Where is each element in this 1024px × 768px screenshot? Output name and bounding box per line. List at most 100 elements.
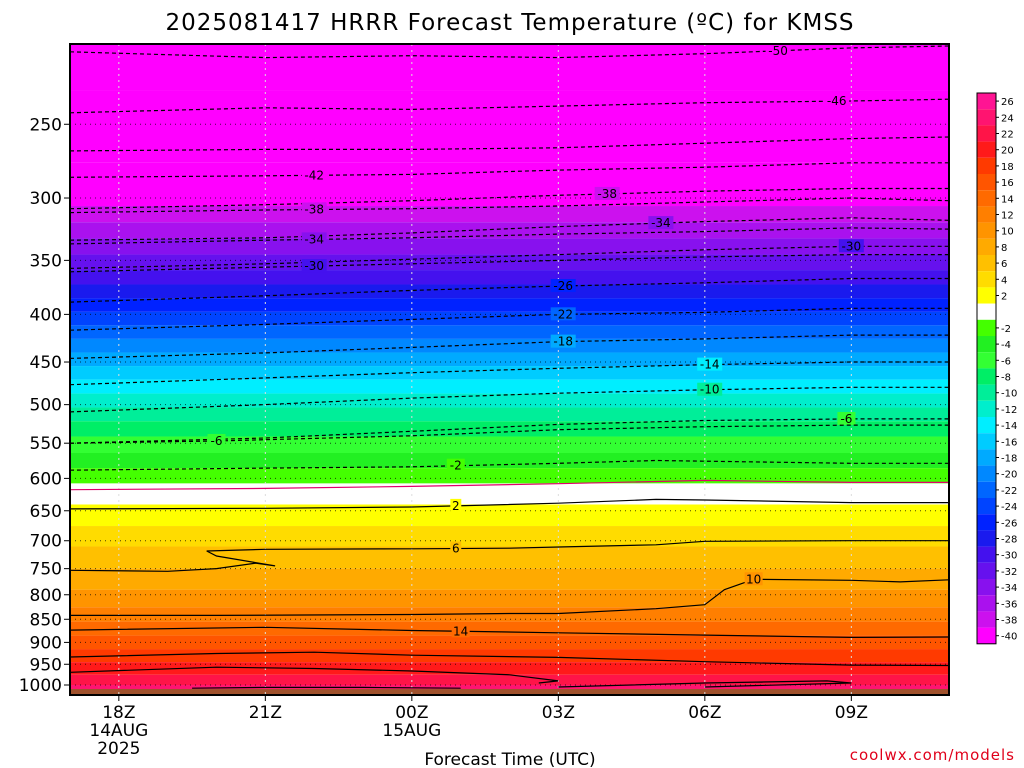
- colorbar-swatch: [977, 368, 996, 385]
- contour-line: [70, 459, 949, 471]
- plot-frame: [69, 43, 950, 696]
- contour-label: -38: [304, 203, 324, 217]
- colorbar-swatch: [977, 546, 996, 563]
- contour-label-bg: [550, 307, 576, 321]
- colorbar-swatch: [977, 449, 996, 466]
- colorbar-label: -26: [1001, 518, 1017, 529]
- contour-line: [192, 686, 461, 689]
- colorbar-swatch: [977, 465, 996, 482]
- contour-label: -30: [304, 259, 324, 273]
- y-tick-label: 350: [30, 251, 62, 271]
- x-tick-label: 09Z: [835, 703, 868, 723]
- x-tick-label: 2025: [97, 739, 140, 759]
- grid-lines: [70, 44, 949, 695]
- temp-band: [70, 238, 949, 255]
- colorbar-label: -30: [1001, 551, 1017, 562]
- y-tick-label: 750: [30, 560, 62, 580]
- contour-label: 10: [746, 572, 761, 586]
- colorbar-label: -4: [1001, 340, 1011, 351]
- contour-label: -22: [553, 307, 573, 321]
- x-tick-label: 14AUG: [89, 721, 148, 741]
- temp-band: [70, 407, 949, 422]
- colorbar-swatch: [977, 481, 996, 498]
- temp-band: [70, 298, 949, 312]
- contour-label-bg: [550, 334, 576, 348]
- temp-band: [70, 504, 949, 527]
- contour-label: 14: [453, 624, 468, 638]
- colorbar-swatch: [977, 417, 996, 434]
- colorbar-label: -16: [1001, 437, 1017, 448]
- colorbar-swatch: [977, 514, 996, 531]
- y-tick-label: 950: [30, 655, 62, 675]
- contour-label: -30: [842, 239, 862, 253]
- contour-lines: -50-46-42-38-38-34-34 -30-30-26-22-18-14-…: [70, 44, 949, 689]
- colorbar-swatch: [977, 303, 996, 320]
- colorbar-swatch: [977, 238, 996, 255]
- colorbar-label: -34: [1001, 583, 1017, 594]
- y-tick-label: 800: [30, 586, 62, 606]
- y-tick-label: 600: [30, 469, 62, 489]
- colorbar-label: 8: [1001, 243, 1007, 254]
- x-tick-label: 06Z: [688, 703, 721, 723]
- colorbar-swatch: [977, 400, 996, 417]
- chart-title: 2025081417 HRRR Forecast Temperature (ºC…: [165, 10, 854, 36]
- temp-band: [70, 453, 949, 469]
- colorbar-label: 24: [1001, 113, 1014, 124]
- colorbar-label: 18: [1001, 162, 1014, 173]
- contour-label: -14: [700, 358, 720, 372]
- colorbar-label: 16: [1001, 178, 1014, 189]
- temp-band: [70, 393, 949, 408]
- temp-band: [70, 621, 949, 636]
- y-tick-label: 400: [30, 305, 62, 325]
- y-tick-label: 300: [30, 189, 62, 209]
- y-axis: 250 300 350 400 450 500 550 600 650 700 750 800 850 9…: [19, 115, 70, 696]
- colorbar-label: -14: [1001, 421, 1017, 432]
- temp-band: [70, 649, 949, 663]
- credit-text: coolwx.com/models: [850, 746, 1015, 764]
- colorbar-swatch: [977, 611, 996, 628]
- contour-label-bg: [765, 44, 791, 57]
- temp-band: [70, 635, 949, 650]
- colorbar-swatch: [977, 93, 996, 110]
- contour-label-bg: [450, 498, 462, 512]
- colorbar-label: -36: [1001, 599, 1017, 610]
- contour-label-bg: [446, 458, 465, 472]
- temp-band: [70, 311, 949, 326]
- contour-label: 6: [452, 541, 460, 555]
- colorbar-label: 12: [1001, 211, 1014, 222]
- colorbar-label: 14: [1001, 194, 1014, 205]
- colorbar-label: -22: [1001, 486, 1017, 497]
- ground-fill: [70, 689, 949, 695]
- contour-label-bg: [648, 216, 674, 230]
- contour-line: [70, 626, 949, 639]
- colorbar-swatch: [977, 595, 996, 612]
- contour-label-bg: [837, 411, 856, 425]
- colorbar-label: 20: [1001, 146, 1014, 157]
- contour-label-bg: [451, 624, 470, 638]
- colorbar-swatch: [977, 109, 996, 126]
- colorbar-label: -6: [1001, 356, 1011, 367]
- x-tick-label: 00Z: [395, 703, 428, 723]
- temp-band: [70, 162, 949, 207]
- colorbar-swatch: [977, 206, 996, 223]
- temp-band: [70, 338, 949, 353]
- temp-band: [70, 436, 949, 454]
- colorbar-label: -2: [1001, 324, 1011, 335]
- contour-label: -34: [304, 232, 324, 246]
- contour-label: -6: [840, 412, 852, 426]
- colorbar-label: -38: [1001, 616, 1017, 627]
- contour-label-bg: [550, 279, 576, 293]
- colorbar-swatch: [977, 352, 996, 369]
- contour-label: -18: [553, 335, 573, 349]
- temp-band: [70, 662, 949, 675]
- contour-line: [70, 666, 559, 684]
- contour-label: -10: [700, 383, 720, 397]
- colorbar-swatch: [977, 319, 996, 336]
- colorbar-label: 26: [1001, 97, 1014, 108]
- contour-label: -26: [553, 279, 573, 293]
- contour-label-bg: [301, 168, 327, 182]
- colorbar-label: -12: [1001, 405, 1017, 416]
- colorbar-label: -32: [1001, 567, 1017, 578]
- plot-area: -50-46-42-38-38-34-34 -30-30-26-22-18-14-…: [70, 44, 949, 695]
- colorbar-label: 2: [1001, 292, 1007, 303]
